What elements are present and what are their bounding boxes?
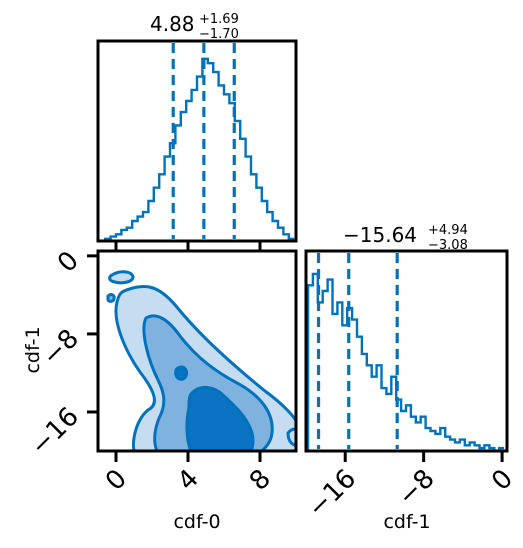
contour-x-tick-label-0: 0 — [100, 464, 133, 497]
contour-x-axis-label: cdf-0 — [173, 511, 220, 533]
contour-edge-island — [286, 427, 296, 447]
cdf-1-title-lower: −3.08 — [428, 238, 468, 253]
cdf-0-title-median: 4.88 — [150, 12, 195, 36]
cdf-0-histogram-panel: 4.88 +1.69 −1.70 — [96, 12, 298, 251]
cdf-1-title-upper: +4.94 — [428, 223, 468, 238]
cdf-1-x-axis-label: cdf-1 — [383, 511, 430, 533]
contour-inner-region — [185, 386, 255, 451]
cdf-0-title-lower: −1.70 — [199, 27, 239, 42]
contour-y-tick-label-0: 0 — [52, 246, 85, 279]
cdf-1-x-tick-label-1: −8 — [392, 464, 440, 512]
cdf-0-histogram-line — [104, 57, 295, 241]
cdf-1-histogram-panel: −16 −8 0 −15.64 +4.94 −3.08 cdf-1 — [302, 223, 519, 533]
contour-outer-small-island — [108, 270, 135, 285]
cdf-1-histogram-line — [306, 272, 505, 453]
contour-x-tick-label-2: 8 — [244, 464, 277, 497]
cdf-0-title-upper: +1.69 — [199, 12, 239, 27]
cdf-1-x-tick-label-0: −16 — [302, 464, 362, 524]
cdf-0-cdf-1-contour-panel: 0 4 80−8−16 cdf-0 cdf-1 — [22, 246, 298, 533]
cdf-1-histogram-frame — [304, 249, 509, 453]
cdf-1-title-median: −15.64 — [343, 223, 417, 247]
contour-inner-island — [174, 365, 188, 381]
contour-x-tick-label-1: 4 — [172, 464, 205, 497]
cdf-1-x-tick-label-2: 0 — [486, 464, 519, 497]
contour-y-tick-label-2: −16 — [25, 402, 85, 462]
contour-frame — [96, 249, 298, 453]
contour-y-axis-label: cdf-1 — [22, 326, 44, 373]
contour-mid-small-island — [106, 293, 116, 303]
cdf-0-histogram-frame — [96, 39, 298, 243]
